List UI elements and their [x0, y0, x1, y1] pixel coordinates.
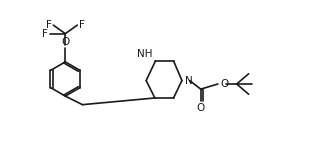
Text: O: O: [197, 103, 205, 113]
Text: F: F: [79, 20, 85, 30]
Text: F: F: [43, 29, 48, 39]
Text: F: F: [46, 20, 52, 30]
Text: NH: NH: [137, 49, 152, 59]
Text: O: O: [220, 79, 229, 89]
Text: N: N: [185, 76, 193, 86]
Text: O: O: [61, 37, 69, 47]
